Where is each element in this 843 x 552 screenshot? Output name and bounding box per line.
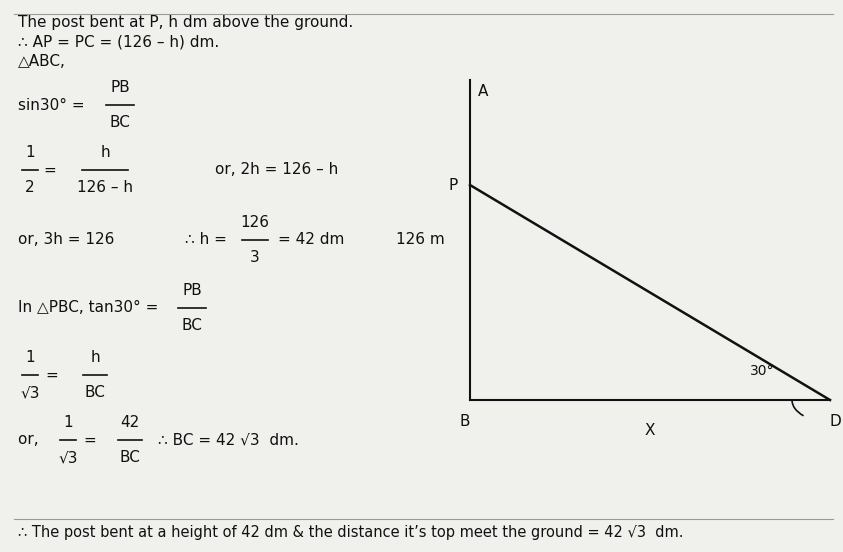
- Text: BC: BC: [181, 318, 202, 333]
- Text: 42: 42: [121, 415, 140, 430]
- Text: or, 2h = 126 – h: or, 2h = 126 – h: [215, 162, 338, 178]
- Text: PB: PB: [182, 283, 201, 298]
- Text: P: P: [448, 178, 458, 193]
- Text: 126: 126: [240, 215, 270, 230]
- Text: = 42 dm: = 42 dm: [278, 232, 345, 247]
- Text: √3: √3: [58, 450, 78, 465]
- Text: 2: 2: [25, 180, 35, 195]
- Text: In △PBC, tan30° =: In △PBC, tan30° =: [18, 300, 158, 316]
- Text: 1: 1: [25, 350, 35, 365]
- Text: X: X: [645, 423, 655, 438]
- Text: 1: 1: [25, 145, 35, 160]
- Text: √3: √3: [20, 385, 40, 400]
- Text: =: =: [44, 162, 56, 178]
- Text: A: A: [478, 84, 488, 99]
- Text: or,: or,: [18, 433, 44, 448]
- Text: ∴ The post bent at a height of 42 dm & the distance it’s top meet the ground = 4: ∴ The post bent at a height of 42 dm & t…: [18, 526, 684, 540]
- Text: BC: BC: [120, 450, 141, 465]
- Text: ∴ BC = 42 √3  dm.: ∴ BC = 42 √3 dm.: [158, 433, 299, 448]
- Text: =: =: [46, 368, 58, 383]
- Text: sin30° =: sin30° =: [18, 98, 84, 113]
- Text: =: =: [83, 433, 96, 448]
- Text: 3: 3: [250, 250, 260, 265]
- Text: h: h: [100, 145, 110, 160]
- Text: B: B: [459, 414, 470, 429]
- Text: BC: BC: [110, 115, 131, 130]
- Text: BC: BC: [84, 385, 105, 400]
- Text: ∴ AP = PC = (126 – h) dm.: ∴ AP = PC = (126 – h) dm.: [18, 34, 219, 50]
- Text: The post bent at P, h dm above the ground.: The post bent at P, h dm above the groun…: [18, 14, 353, 29]
- Text: △ABC,: △ABC,: [18, 55, 66, 70]
- Text: PB: PB: [110, 80, 130, 95]
- Text: 30°: 30°: [749, 364, 774, 378]
- Text: or, 3h = 126: or, 3h = 126: [18, 232, 115, 247]
- Text: h: h: [90, 350, 99, 365]
- Text: 126 – h: 126 – h: [77, 180, 133, 195]
- Text: 126 m: 126 m: [396, 232, 445, 247]
- Text: ∴ h =: ∴ h =: [185, 232, 227, 247]
- Text: 1: 1: [63, 415, 72, 430]
- Text: D: D: [830, 414, 840, 429]
